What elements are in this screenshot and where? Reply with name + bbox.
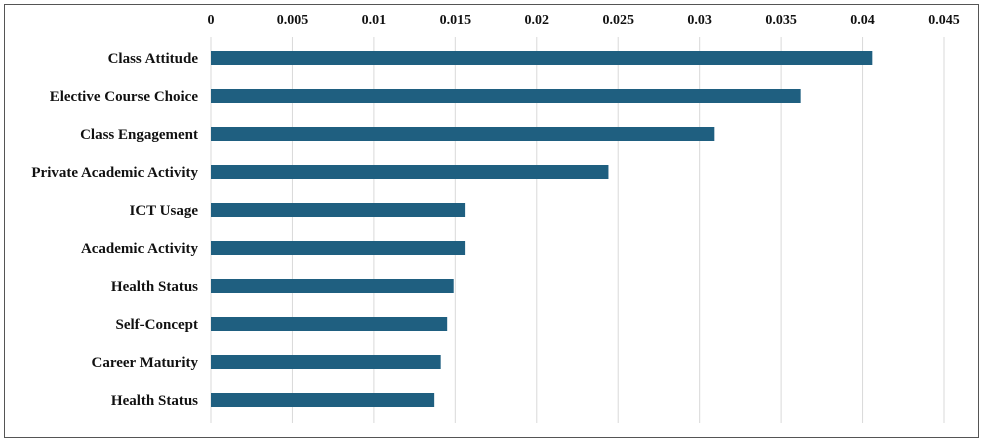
x-tick-label: 0.005 — [277, 13, 309, 28]
x-tick-label: 0.03 — [687, 13, 712, 28]
category-label: Health Status — [111, 393, 198, 409]
x-tick-label: 0.02 — [525, 13, 550, 28]
x-tick-label: 0.015 — [440, 13, 472, 28]
category-label: Private Academic Activity — [31, 165, 198, 181]
category-label: Class Engagement — [80, 127, 198, 143]
bar — [211, 317, 448, 331]
bars — [211, 51, 873, 407]
chart-frame: 0 0.005 0.01 0.015 0.02 0.025 0.03 0.035 0.04 0.0… — [4, 4, 979, 438]
bar — [211, 393, 435, 407]
bar — [211, 279, 454, 293]
category-label: Career Maturity — [92, 355, 199, 371]
x-tick-label: 0 — [208, 13, 215, 28]
bar — [211, 165, 609, 179]
bar — [211, 355, 441, 369]
category-label: Academic Activity — [81, 241, 199, 257]
bar-chart: 0 0.005 0.01 0.015 0.02 0.025 0.03 0.035 0.04 0.0… — [31, 13, 960, 423]
bar — [211, 89, 801, 103]
x-tick-label: 0.045 — [928, 13, 960, 28]
x-tick-label: 0.04 — [850, 13, 875, 28]
x-tick-label: 0.035 — [765, 13, 797, 28]
category-label: Self-Concept — [116, 317, 199, 333]
y-axis-category-labels: Class Attitude Elective Course Choice Clas… — [31, 51, 198, 409]
x-tick-label: 0.025 — [602, 13, 634, 28]
bar — [211, 51, 873, 65]
x-axis-tick-labels: 0 0.005 0.01 0.015 0.02 0.025 0.03 0.035 0.04 0.0… — [208, 13, 960, 28]
x-tick-label: 0.01 — [362, 13, 387, 28]
category-label: ICT Usage — [130, 203, 199, 219]
category-label: Health Status — [111, 279, 198, 295]
bar — [211, 203, 466, 217]
bar — [211, 241, 466, 255]
category-label: Elective Course Choice — [50, 89, 199, 105]
category-label: Class Attitude — [108, 51, 199, 67]
bar — [211, 127, 715, 141]
